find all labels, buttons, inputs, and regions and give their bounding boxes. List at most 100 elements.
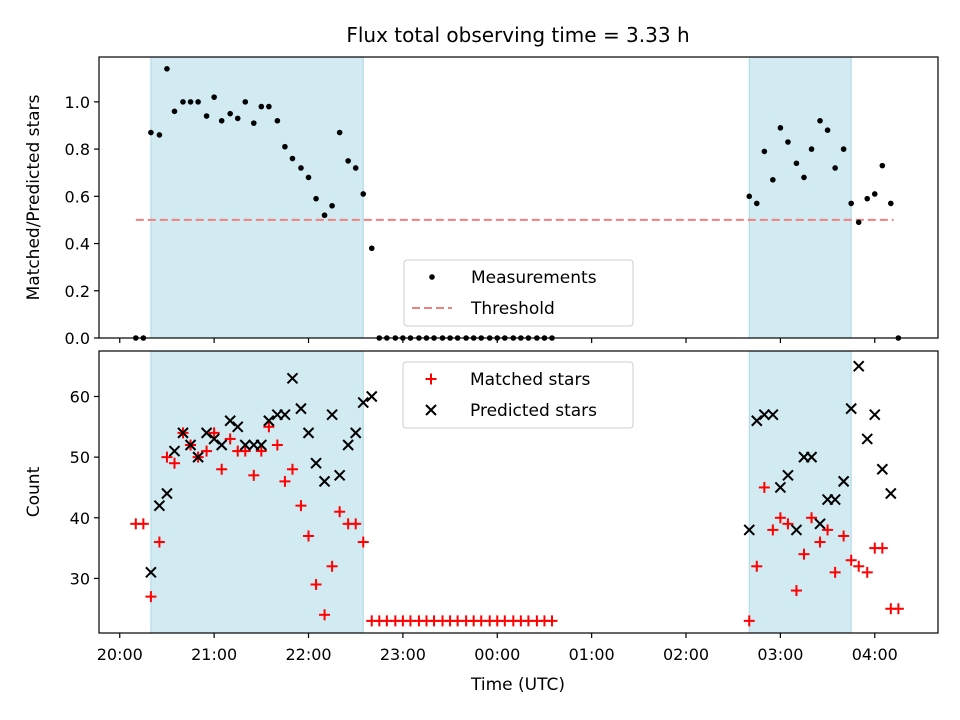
measurement-point [305,174,312,181]
legend-marker-dot [429,274,435,280]
matched-point [814,536,826,548]
measurement-point [258,103,265,110]
predicted-point [774,481,787,494]
measurement-point [148,129,154,136]
measurement-point [313,195,319,202]
predicted-point [168,445,181,457]
predicted-point [861,433,873,445]
predicted-point-b [302,427,315,439]
matched-point [201,445,213,457]
measurement-point [888,200,894,207]
matched-point [546,615,558,627]
predicted-point [326,408,338,421]
matched-point [743,615,755,627]
predicted-point [295,402,307,415]
y-axis-label: Count [24,466,44,517]
measurement-point [187,99,194,105]
predicted-point [232,421,244,433]
measurement-point [289,155,296,162]
legend: Measurements Threshold [403,259,634,327]
predicted-point [342,439,354,451]
predicted-point [215,439,228,451]
matched-point [145,591,157,603]
predicted-point [200,427,213,439]
x-tick-label: 22:00 [285,645,331,664]
predicted-point [876,463,889,475]
predicted-point [790,524,803,536]
matched-point [208,427,220,439]
measurement-point [250,120,257,126]
matched-point [767,524,779,536]
predicted-point-b [342,439,354,451]
measurement-point [203,113,210,119]
measurement-point [871,191,878,197]
measurement-point [840,146,847,152]
observing-window [150,56,364,339]
predicted-point-b [168,445,181,457]
x-tick-label: 00:00 [474,645,520,664]
matched-point [271,439,283,451]
matched-point [137,518,149,530]
measurement-point [321,212,328,219]
predicted-point [357,396,369,409]
predicted-point [814,518,826,530]
matched-point [838,530,850,542]
predicted-point [192,451,204,463]
series-predicted-stars [145,360,897,579]
predicted-point-b [349,427,362,439]
measurement-point [848,200,854,207]
predicted-point-b [192,451,204,463]
predicted-point [333,469,346,482]
predicted-point-b [774,481,787,494]
measurement-point [777,125,784,131]
matched-point [169,457,181,469]
measurement-point [368,245,375,252]
measurement-point [282,143,288,150]
predicted-point-b [829,493,841,506]
predicted-point-b [145,566,157,579]
measurement-point [824,127,831,134]
predicted-point [310,457,322,469]
predicted-point [302,427,315,439]
y-tick-label: 0.6 [65,187,90,206]
predicted-point-b [861,433,873,445]
measurement-point [329,202,335,209]
predicted-point [255,439,268,451]
legend-label: Matched stars [470,370,590,390]
predicted-point [366,390,378,403]
matched-point [876,542,888,554]
matched-point [216,463,228,475]
y-tick-label: 0.8 [65,140,90,159]
measurement-point [218,117,225,124]
predicted-point-b [255,439,268,451]
predicted-point [869,408,881,421]
predicted-point [208,433,220,445]
measurement-point [832,165,838,171]
matched-point [239,445,251,457]
matched-point [295,500,307,512]
measurement-point [360,191,367,197]
predicted-point-b [184,439,197,451]
y-tick-label: 0.4 [65,235,90,254]
predicted-point-b [208,433,220,445]
observing-window [748,350,852,634]
series-matched-stars [130,421,904,627]
y-axis-label: Matched/Predicted stars [24,94,44,300]
predicted-point [145,566,157,579]
legend-label: Threshold [470,299,555,319]
legend-marker-x-b [425,404,437,416]
predicted-point-b [814,518,826,530]
measurement-point [298,165,304,171]
predicted-point [853,360,865,372]
predicted-point-b [326,408,338,421]
measurement-point [808,146,815,152]
measurement-point [266,103,272,110]
predicted-point-b [758,408,771,421]
predicted-point-b [366,390,378,403]
matched-point [357,536,369,548]
predicted-point [885,487,897,500]
predicted-point-b [279,408,291,421]
predicted-point-b [153,499,166,512]
matched-point [334,506,346,518]
